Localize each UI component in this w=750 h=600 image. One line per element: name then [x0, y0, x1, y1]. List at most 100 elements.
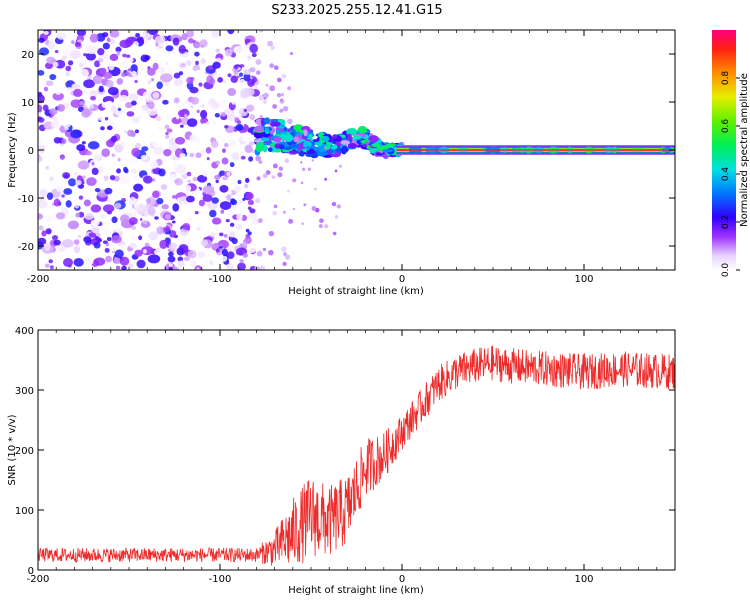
heatmap-sparse-cell	[265, 83, 269, 87]
heatmap-noise-cell	[130, 225, 137, 230]
heatmap-transition-cell	[335, 141, 342, 146]
heatmap-noise-cell	[187, 179, 191, 183]
heatmap-noise-cell	[141, 146, 149, 152]
heatmap-noise-cell	[184, 114, 188, 118]
heatmap-noise-cell	[238, 72, 244, 77]
heatmap-noise-cell	[154, 216, 159, 220]
heatmap-noise-cell	[215, 160, 220, 166]
heatmap-noise-cell	[117, 157, 121, 162]
heatmap-noise-cell	[174, 177, 184, 186]
heatmap-noise-cell	[172, 266, 179, 270]
heatmap-sparse-cell	[324, 224, 329, 229]
heatmap-sparse-cell	[280, 93, 285, 97]
heatmap-noise-cell	[140, 154, 148, 160]
heatmap-noise-cell	[202, 169, 209, 177]
heatmap-noise-cell	[113, 175, 120, 182]
heatmap-noise-cell	[115, 46, 122, 53]
heatmap-noise-cell	[156, 226, 164, 235]
heatmap-noise-cell	[200, 58, 206, 65]
heatmap-sparse-cell	[254, 266, 261, 270]
heatmap-noise-cell	[102, 240, 108, 245]
heatmap-noise-cell	[158, 66, 165, 73]
heatmap-noise-cell	[229, 189, 237, 196]
heatmap-noise-cell	[165, 45, 174, 52]
heatmap-noise-cell	[186, 171, 192, 177]
heatmap-transition-cell	[307, 134, 313, 139]
heatmap-sparse-cell	[273, 65, 279, 70]
heatmap-noise-cell	[168, 263, 173, 267]
heatmap-noise-cell	[225, 218, 230, 223]
heatmap-noise-cell	[241, 214, 248, 221]
heatmap-noise-cell	[150, 263, 157, 270]
heatmap-noise-cell	[202, 185, 215, 195]
heatmap-noise-cell	[249, 114, 255, 121]
heatmap-noise-cell	[97, 47, 105, 56]
heatmap-noise-cell	[186, 81, 194, 90]
heatmap-noise-cell	[249, 43, 259, 54]
heatmap-noise-cell	[189, 134, 197, 142]
heatmap-noise-cell	[73, 239, 80, 245]
heatmap-noise-cell	[69, 49, 82, 60]
heatmap-noise-cell	[186, 217, 193, 223]
heatmap-noise-cell	[196, 226, 202, 231]
heatmap-xtick-label: -200	[27, 274, 50, 285]
heatmap-noise-cell	[229, 231, 236, 237]
heatmap-noise-cell	[196, 267, 200, 270]
snr-ytick-label: 400	[15, 326, 34, 337]
heatmap-noise-cell	[83, 79, 95, 89]
heatmap-noise-cell	[203, 214, 207, 218]
heatmap-noise-cell	[168, 266, 173, 270]
heatmap-noise-cell	[164, 135, 170, 139]
heatmap-xtick-label: 100	[574, 274, 593, 285]
heatmap-transition-cell	[262, 145, 268, 153]
heatmap-sparse-cell	[334, 214, 339, 219]
heatmap-noise-cell	[248, 156, 254, 162]
heatmap-transition-cell	[280, 133, 286, 139]
heatmap-noise-cell	[93, 241, 101, 249]
heatmap-noise-cell	[224, 124, 229, 129]
heatmap-noise-cell	[110, 135, 118, 143]
heatmap-noise-cell	[186, 236, 192, 241]
heatmap-noise-cell	[208, 65, 214, 70]
heatmap-sparse-cell	[287, 118, 293, 125]
heatmap-noise-cell	[78, 62, 84, 68]
heatmap-transition-cell	[255, 144, 264, 152]
snr-series-line	[38, 345, 675, 566]
heatmap-noise-cell	[227, 251, 235, 260]
heatmap-noise-cell	[192, 77, 201, 86]
heatmap-noise-cell	[167, 255, 176, 263]
heatmap-noise-cell	[129, 217, 138, 225]
heatmap-sparse-cell	[334, 169, 338, 173]
heatmap-noise-cell	[206, 32, 212, 38]
heatmap-noise-cell	[150, 160, 159, 169]
heatmap-noise-cell	[56, 33, 67, 40]
heatmap-noise-cell	[129, 196, 137, 206]
heatmap-noise-cell	[226, 194, 232, 201]
heatmap-noise-cell	[68, 178, 77, 187]
heatmap-sparse-cell	[257, 218, 263, 224]
heatmap-noise-cell	[213, 135, 218, 139]
heatmap-ytick-label: -20	[18, 242, 34, 253]
heatmap-sparse-cell	[300, 161, 303, 164]
heatmap-noise-cell	[237, 179, 242, 185]
heatmap-noise-cell	[61, 239, 74, 248]
heatmap-noise-cell	[214, 112, 220, 118]
heatmap-noise-cell	[90, 204, 102, 213]
heatmap-sparse-cell	[282, 105, 289, 112]
heatmap-noise-cell	[96, 250, 102, 257]
snr-xtick-label: 0	[399, 574, 405, 585]
heatmap-noise-cell	[136, 259, 146, 269]
heatmap-noise-cell	[143, 175, 153, 184]
heatmap-noise-cell	[74, 204, 80, 209]
heatmap-noise-cell	[222, 148, 226, 153]
snr-ytick-label: 300	[15, 386, 34, 397]
heatmap-sparse-cell	[276, 92, 282, 98]
heatmap-noise-cell	[89, 90, 98, 99]
heatmap-noise-cell	[70, 129, 82, 139]
heatmap-noise-cell	[103, 175, 109, 182]
heatmap-noise-cell	[39, 198, 43, 202]
heatmap-sparse-cell	[265, 170, 271, 176]
heatmap-noise-cell	[208, 260, 214, 266]
heatmap-noise-cell	[165, 62, 169, 66]
heatmap-noise-cell	[85, 44, 98, 55]
